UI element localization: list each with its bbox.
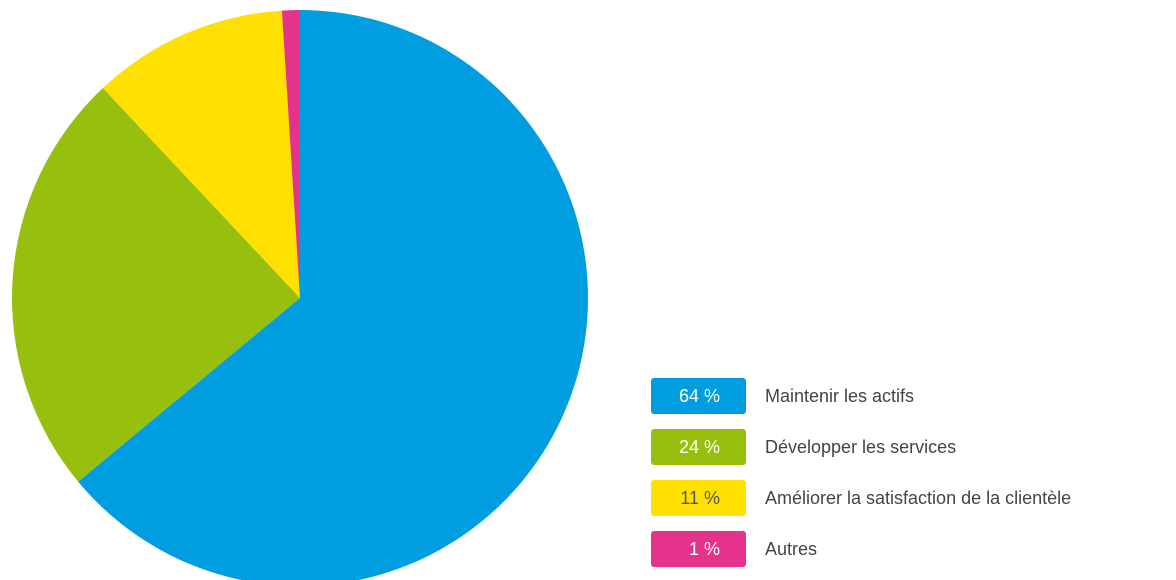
legend-swatch (651, 429, 746, 465)
legend-value: 11 % (680, 488, 720, 508)
legend-value: 24 % (679, 437, 720, 457)
pie-slice (102, 10, 300, 299)
legend-label: Améliorer la satisfaction de la clientèl… (765, 488, 1071, 508)
pie-slice (12, 88, 301, 482)
legend-label: Développer les services (765, 437, 956, 457)
legend-swatch (651, 480, 746, 516)
pie-slice (78, 10, 588, 580)
legend-value: 1 % (689, 539, 720, 559)
legend-swatch (651, 531, 746, 567)
legend-swatch (651, 378, 746, 414)
legend-label: Autres (765, 539, 817, 559)
pie-slice (281, 10, 300, 298)
legend-value: 64 % (679, 386, 720, 406)
legend-label: Maintenir les actifs (765, 386, 914, 406)
